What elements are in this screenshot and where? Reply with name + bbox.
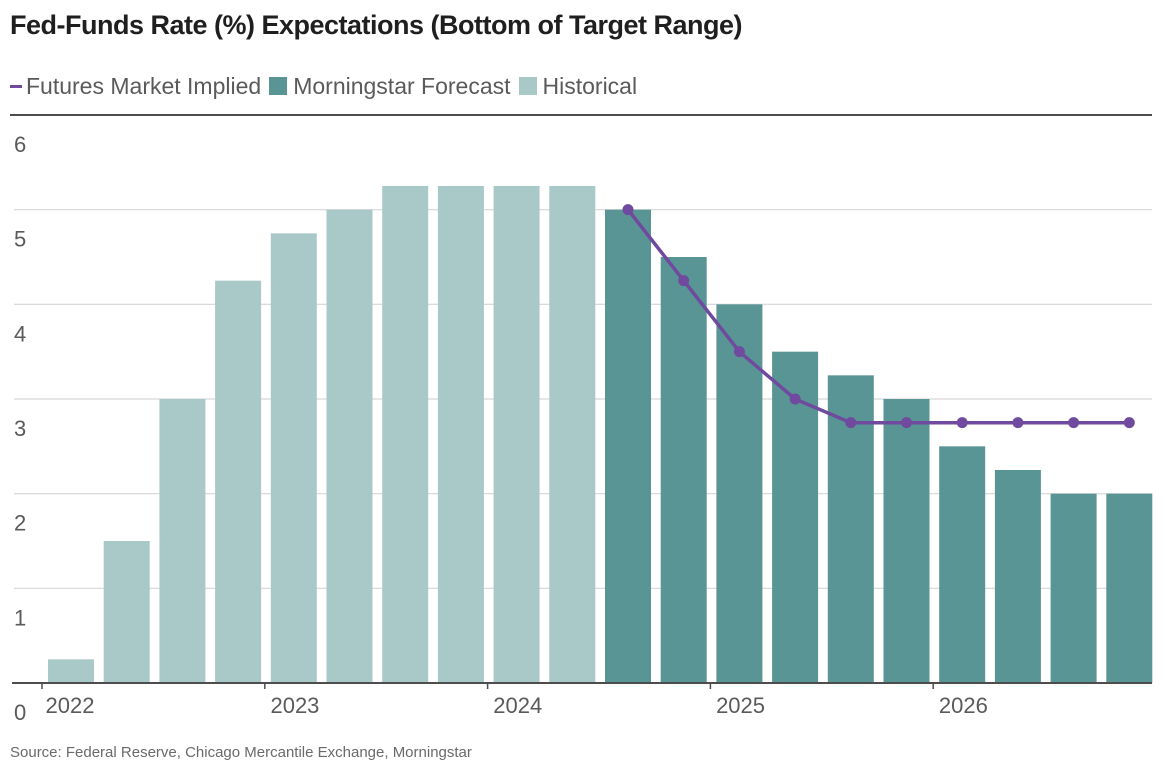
futures-point-5 bbox=[901, 417, 912, 429]
bar-8 bbox=[493, 186, 540, 683]
legend-label-historical: Historical bbox=[542, 72, 638, 99]
futures-point-8 bbox=[1068, 417, 1080, 429]
futures-point-7 bbox=[1012, 417, 1024, 429]
bar-15 bbox=[883, 399, 930, 683]
legend-item-historical: Historical bbox=[518, 72, 638, 100]
futures-point-6 bbox=[956, 417, 968, 429]
futures-point-2 bbox=[733, 346, 745, 358]
bar-12 bbox=[716, 304, 763, 683]
x-tick-label-2022: 2022 bbox=[46, 693, 95, 718]
y-tick-label-5: 5 bbox=[14, 227, 26, 252]
legend-swatch-futures bbox=[10, 84, 22, 88]
bar-1 bbox=[103, 541, 150, 683]
futures-point-4 bbox=[845, 417, 857, 429]
bar-9 bbox=[549, 186, 596, 683]
chart-title: Fed-Funds Rate (%) Expectations (Bottom … bbox=[10, 10, 743, 40]
legend: Futures Market Implied Morningstar Forec… bbox=[10, 71, 645, 101]
bar-18 bbox=[1050, 493, 1097, 683]
bar-4 bbox=[270, 233, 317, 684]
bar-17 bbox=[994, 470, 1041, 683]
bar-5 bbox=[326, 209, 373, 683]
bar-16 bbox=[939, 446, 986, 683]
bar-7 bbox=[437, 186, 484, 683]
bar-19 bbox=[1106, 493, 1153, 683]
bar-6 bbox=[382, 186, 429, 683]
futures-line bbox=[626, 208, 1130, 425]
legend-label-futures: Futures Market Implied bbox=[26, 72, 262, 99]
x-tick-label-2024: 2024 bbox=[493, 693, 542, 718]
legend-swatch-historical bbox=[518, 77, 537, 95]
futures-point-1 bbox=[678, 275, 690, 287]
futures-point-3 bbox=[789, 393, 801, 405]
futures-point-9 bbox=[1123, 417, 1135, 429]
bar-0 bbox=[48, 659, 94, 683]
y-tick-label-0: 0 bbox=[14, 700, 26, 725]
bar-3 bbox=[215, 280, 262, 683]
bar-2 bbox=[159, 399, 206, 683]
bar-10 bbox=[605, 209, 651, 683]
legend-item-forecast: Morningstar Forecast bbox=[269, 72, 511, 100]
y-tick-label-1: 1 bbox=[14, 605, 26, 630]
x-tick-label-2025: 2025 bbox=[716, 693, 765, 718]
source-note: Source: Federal Reserve, Chicago Mercant… bbox=[10, 744, 472, 761]
legend-swatch-forecast bbox=[269, 77, 288, 95]
futures-point-0 bbox=[622, 204, 634, 216]
legend-label-forecast: Morningstar Forecast bbox=[293, 72, 511, 99]
y-tick-label-2: 2 bbox=[14, 511, 26, 536]
x-tick-label-2026: 2026 bbox=[939, 693, 988, 718]
y-tick-label-4: 4 bbox=[14, 321, 26, 346]
x-tick-label-2023: 2023 bbox=[270, 693, 319, 718]
y-tick-label-3: 3 bbox=[14, 416, 26, 441]
bar-11 bbox=[660, 257, 707, 683]
y-tick-label-6: 6 bbox=[14, 132, 26, 157]
legend-item-futures: Futures Market Implied bbox=[10, 73, 261, 100]
